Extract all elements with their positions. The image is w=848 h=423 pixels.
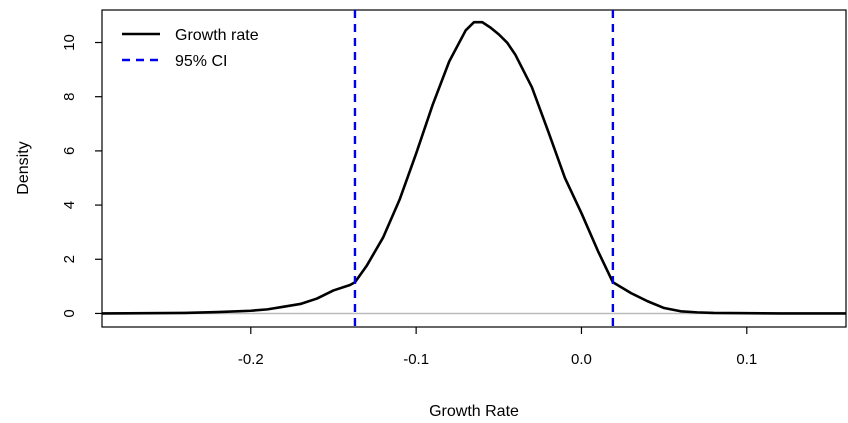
x-axis-title: Growth Rate (429, 403, 519, 420)
y-tick-label: 4 (61, 201, 78, 209)
plot-frame (101, 9, 847, 328)
y-tick-label: 2 (61, 255, 78, 263)
x-tick-label: 0.1 (736, 351, 757, 368)
legend: Growth rate 95% CI (122, 27, 259, 70)
legend-label-ci: 95% CI (175, 53, 227, 70)
x-tick-label: -0.1 (403, 351, 429, 368)
x-tick-label: -0.2 (238, 351, 264, 368)
legend-label-growth-rate: Growth rate (175, 27, 259, 44)
y-axis-title: Density (15, 141, 32, 194)
y-tick-label: 6 (61, 147, 78, 155)
density-series-line (102, 20, 846, 315)
x-tick-label: 0.0 (571, 351, 592, 368)
x-axis: -0.2 -0.1 0.0 0.1 (238, 327, 757, 368)
y-axis: 0 2 4 6 8 10 (61, 34, 102, 318)
ci-lines (353, 10, 615, 327)
y-tick-label: 10 (61, 34, 78, 51)
y-tick-label: 8 (61, 93, 78, 101)
y-tick-label: 0 (61, 309, 78, 317)
